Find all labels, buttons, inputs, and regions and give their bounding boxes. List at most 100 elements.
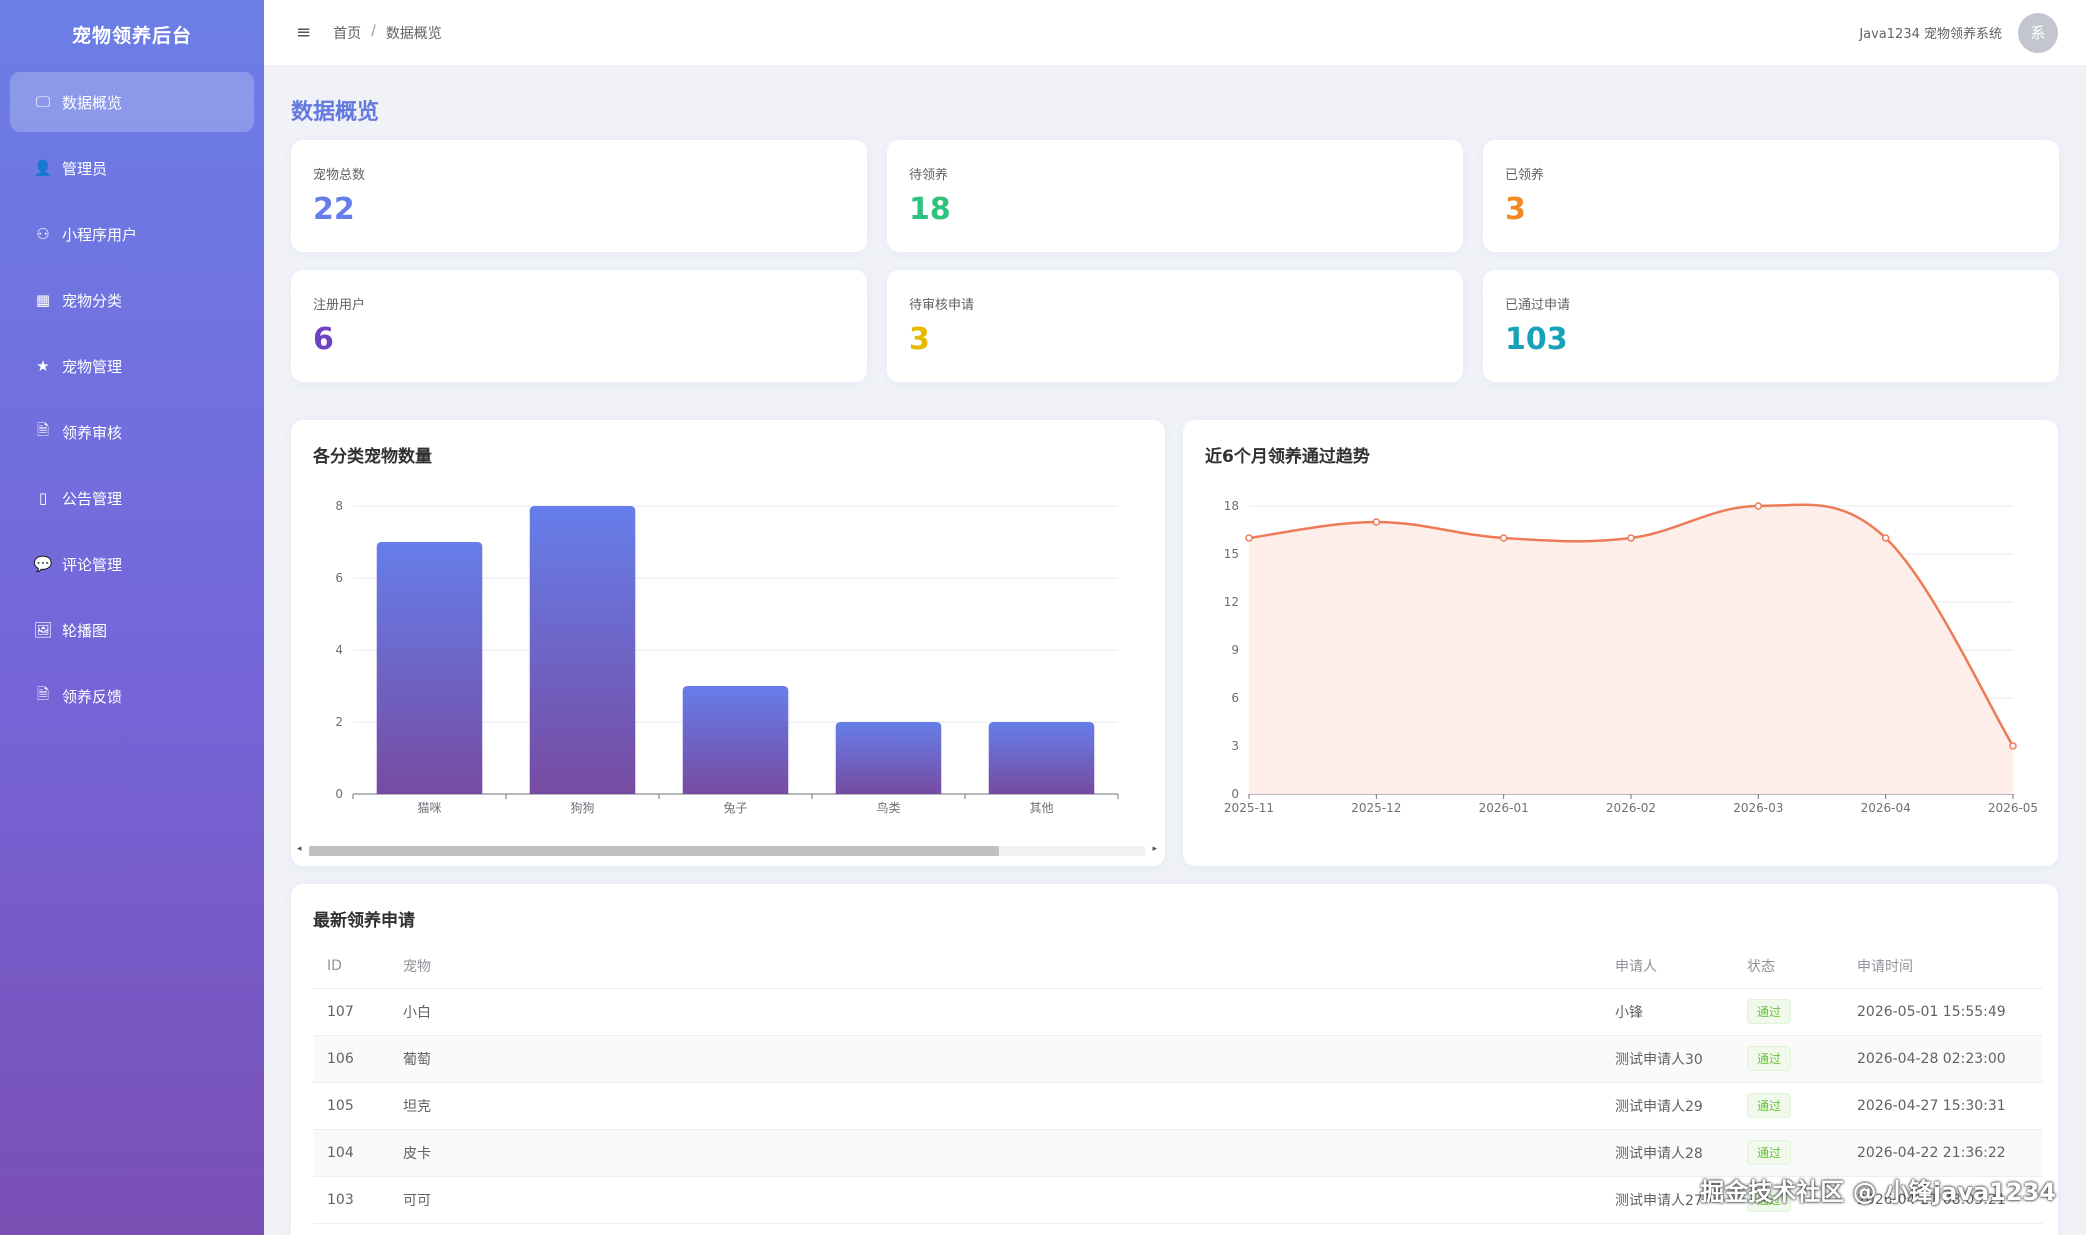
status-badge: 通过: [1747, 1093, 1792, 1118]
chart-horizontal-scrollbar[interactable]: ◂ ▸: [297, 842, 1157, 858]
data-point: [1372, 518, 1381, 526]
data-point: [1881, 534, 1890, 542]
stat-card: 宠物总数 22: [291, 140, 867, 252]
y-tick-label: 12: [1224, 595, 1239, 609]
bar: [988, 722, 1095, 794]
cell-id: 107: [313, 988, 389, 1036]
y-tick-label: 0: [1231, 787, 1239, 801]
sidebar-item-label: 领养审核: [62, 423, 123, 442]
scroll-left-arrow-icon[interactable]: ◂: [297, 844, 302, 854]
y-tick-label: 4: [335, 643, 343, 657]
bar: [529, 506, 636, 794]
table-header-row: ID 宠物 申请人 状态 申请时间: [313, 944, 2043, 989]
breadcrumb-home[interactable]: 首页: [333, 25, 362, 42]
data-point: [1754, 502, 1763, 510]
trend-chart-panel: 近6个月领养通过趋势 0 3 6 9 12 15 18 2025-11 2025-12 2026-…: [1183, 420, 2058, 866]
bar: [835, 722, 942, 794]
x-tick-label: 2026-01: [1479, 801, 1529, 815]
x-tick-label: 猫咪: [417, 801, 441, 815]
sidebar-item-0[interactable]: 🖵 数据概览: [10, 72, 254, 132]
y-tick-label: 6: [1231, 691, 1239, 705]
user-icon: ⚇: [36, 225, 50, 243]
cell-id: 104: [313, 1129, 389, 1177]
cell-applicant: 测试申请人30: [1601, 1035, 1733, 1083]
sidebar-item-6[interactable]: ▯ 公告管理: [10, 468, 254, 528]
table-row[interactable]: 106 葡萄 测试申请人30 通过 2026-04-28 02:23:00: [313, 1035, 2043, 1083]
sidebar-item-label: 数据概览: [62, 93, 123, 112]
cell-id: 105: [313, 1082, 389, 1130]
stat-value: 3: [909, 322, 930, 357]
scroll-thumb[interactable]: [309, 846, 999, 856]
stat-value: 3: [1505, 192, 1526, 227]
x-tick-label: 鸟类: [876, 800, 900, 815]
star-icon: ★: [36, 357, 50, 375]
picture-icon: 🖼: [33, 621, 53, 639]
col-id[interactable]: ID: [313, 944, 389, 989]
brand-title: 宠物领养后台: [71, 24, 192, 47]
bar: [376, 542, 483, 794]
cell-pet: 小白: [389, 988, 1601, 1036]
stat-card: 待审核申请 3: [887, 270, 1463, 382]
sidebar-item-1[interactable]: 👤 管理员: [10, 138, 254, 198]
stat-label: 宠物总数: [313, 168, 366, 183]
y-tick-label: 3: [1231, 739, 1239, 753]
category-chart-panel: 各分类宠物数量 0 2 4 6 8 猫咪 狗狗 兔子 鸟类 其他 ◂ ▸: [291, 420, 1165, 866]
cell-status: 通过: [1733, 1176, 1843, 1224]
y-tick-label: 15: [1224, 547, 1239, 561]
cell-status: 通过: [1733, 988, 1843, 1036]
sidebar-item-label: 领养反馈: [62, 687, 123, 706]
sidebar-item-3[interactable]: ▦ 宠物分类: [10, 270, 254, 330]
x-tick-label: 2025-12: [1351, 801, 1401, 815]
x-tick-label: 2026-05: [1988, 801, 2038, 815]
bar-chart: 0 2 4 6 8 猫咪 狗狗 兔子 鸟类 其他: [335, 499, 1119, 815]
status-badge: 通过: [1747, 1046, 1792, 1071]
sidebar-item-label: 宠物管理: [62, 357, 123, 376]
table-row[interactable]: 107 小白 小锋 通过 2026-05-01 15:55:49: [313, 988, 2043, 1036]
menu-toggle-icon[interactable]: ≡: [296, 22, 312, 43]
stat-card: 已领养 3: [1483, 140, 2059, 252]
monitor-icon: 🖵: [35, 93, 51, 111]
col-applicant[interactable]: 申请人: [1601, 944, 1733, 989]
cell-pet: 坦克: [389, 1082, 1601, 1130]
area-fill: [1249, 504, 2013, 794]
top-header: ≡ 首页 / 数据概览 Java1234 宠物领养系统 系: [264, 0, 2086, 66]
cell-id: 106: [313, 1035, 389, 1083]
cell-time: 2026-04-22 21:36:22: [1843, 1129, 2043, 1177]
document-icon: 🗎: [36, 420, 50, 439]
cell-status: 通过: [1733, 1082, 1843, 1130]
sidebar-item-9[interactable]: 🗎 领养反馈: [10, 666, 254, 726]
sidebar-item-2[interactable]: ⚇ 小程序用户: [10, 204, 254, 264]
y-tick-label: 6: [335, 571, 343, 585]
table-row[interactable]: 104 皮卡 测试申请人28 通过 2026-04-22 21:36:22: [313, 1129, 2043, 1177]
x-tick-label: 兔子: [723, 800, 747, 815]
sidebar-item-7[interactable]: 💬 评论管理: [10, 534, 254, 594]
table-row[interactable]: 105 坦克 测试申请人29 通过 2026-04-27 15:30:31: [313, 1082, 2043, 1130]
sidebar-item-5[interactable]: 🗎 领养审核: [10, 402, 254, 462]
stat-value: 22: [313, 192, 355, 227]
recent-applications-title: 最新领养申请: [313, 911, 415, 931]
applications-table: ID 宠物 申请人 状态 申请时间 107 小白 小锋 通过 2026-05-01 15…: [313, 944, 2043, 1224]
y-tick-label: 9: [1231, 643, 1239, 657]
sidebar-item-8[interactable]: 🖼 轮播图: [10, 600, 254, 660]
notebook-icon: ▯: [38, 489, 48, 507]
x-tick-label: 2026-04: [1861, 801, 1911, 815]
sidebar-item-label: 管理员: [62, 159, 108, 178]
col-time[interactable]: 申请时间: [1843, 944, 2043, 989]
breadcrumb: 首页 / 数据概览: [333, 23, 442, 43]
col-status[interactable]: 状态: [1733, 944, 1843, 989]
sidebar-item-4[interactable]: ★ 宠物管理: [10, 336, 254, 396]
stat-card: 已通过申请 103: [1483, 270, 2059, 382]
y-tick-label: 2: [335, 715, 343, 729]
col-pet[interactable]: 宠物: [389, 944, 1601, 989]
avatar[interactable]: 系: [2018, 12, 2058, 53]
stat-value: 103: [1505, 322, 1568, 357]
stat-label: 已领养: [1505, 168, 1545, 183]
data-point: [1245, 534, 1253, 542]
scroll-right-arrow-icon[interactable]: ▸: [1152, 844, 1157, 854]
cell-time: 2026-04-21 08:05:21: [1843, 1176, 2043, 1224]
sidebar-item-label: 轮播图: [62, 621, 108, 640]
sidebar-item-label: 公告管理: [62, 489, 123, 508]
data-point: [1627, 534, 1635, 542]
table-row[interactable]: 103 可可 测试申请人27 通过 2026-04-21 08:05:21: [313, 1176, 2043, 1224]
stat-card: 注册用户 6: [291, 270, 867, 382]
